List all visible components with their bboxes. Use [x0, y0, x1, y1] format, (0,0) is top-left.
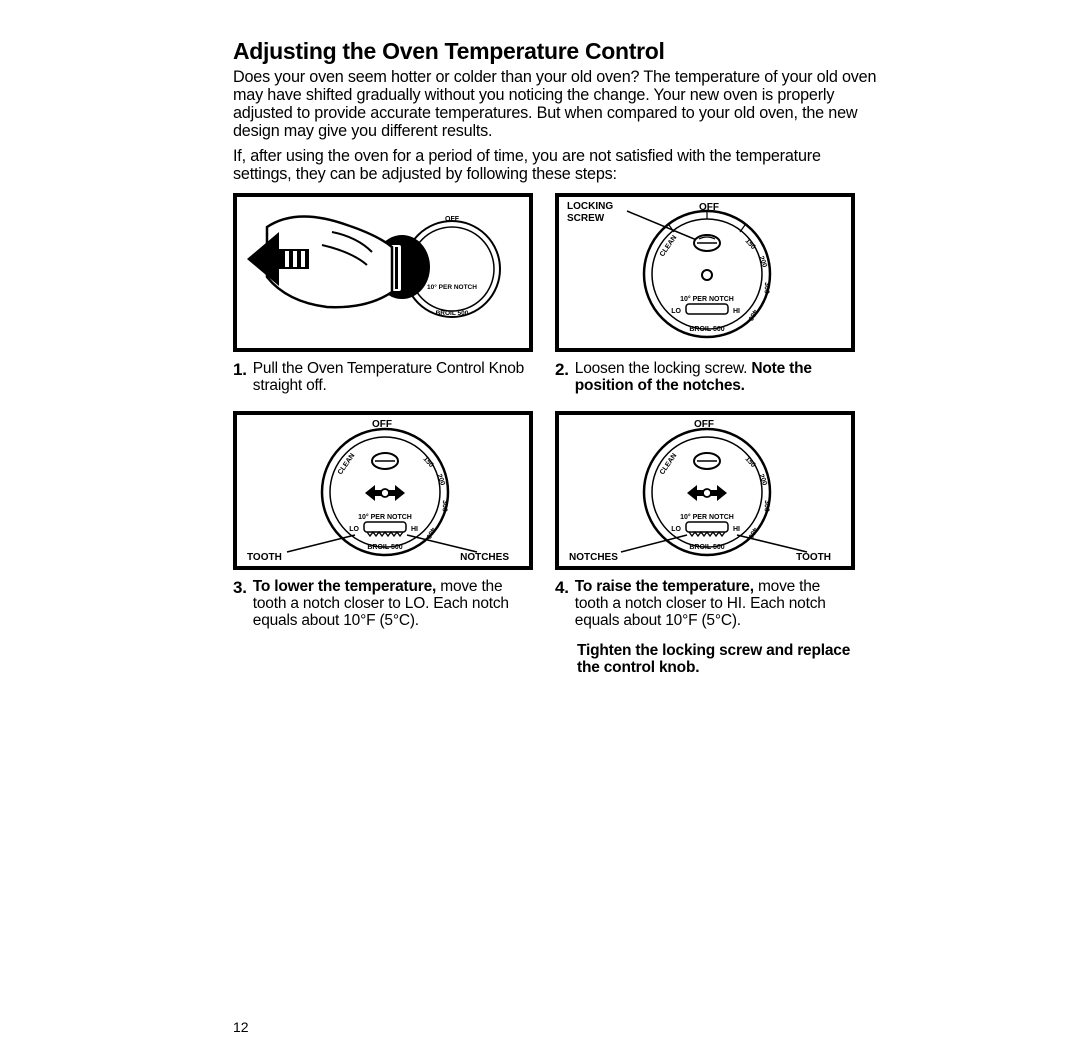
figure-4-raise-temp: OFF NOTCHES TOOTH 10° PER NOTCH LO HI BR… [555, 411, 855, 570]
svg-text:LO: LO [349, 526, 359, 533]
label-tooth-3: TOOTH [247, 552, 282, 563]
step-text-4: To raise the temperature, move the tooth… [575, 578, 855, 630]
figure-1-pull-knob: OFF 10° PER NOTCH BROIL 500 [233, 193, 533, 352]
intro-paragraph-2: If, after using the oven for a period of… [233, 147, 880, 183]
caption-4: 4. To raise the temperature, move the to… [555, 578, 855, 677]
svg-text:OFF: OFF [445, 216, 460, 223]
label-tooth-4: TOOTH [796, 552, 831, 563]
caption-1: 1. Pull the Oven Temperature Control Kno… [233, 360, 533, 395]
caption-2: 2. Loosen the locking screw. Note the po… [555, 360, 855, 395]
figure-3-lower-temp: OFF TOOTH NOTCHES 10° PER NOTCH LO HI BR… [233, 411, 533, 570]
label-notches-4: NOTCHES [569, 552, 618, 563]
svg-text:BROIL 500: BROIL 500 [689, 544, 724, 551]
svg-text:BROIL 500: BROIL 500 [367, 544, 402, 551]
label-off-3: OFF [372, 419, 392, 430]
svg-text:HI: HI [733, 308, 740, 315]
step-text-1: Pull the Oven Temperature Control Knob s… [253, 360, 533, 395]
svg-text:150: 150 [422, 455, 435, 468]
page-title: Adjusting the Oven Temperature Control [233, 38, 880, 65]
page-number: 12 [233, 1019, 249, 1035]
step-number-3: 3. [233, 578, 247, 677]
step-4-final: Tighten the locking screw and replace th… [577, 642, 855, 677]
svg-text:10° PER NOTCH: 10° PER NOTCH [358, 513, 412, 521]
svg-text:CLEAN: CLEAN [337, 452, 357, 476]
svg-text:150: 150 [744, 237, 757, 250]
svg-text:HI: HI [411, 526, 418, 533]
svg-text:HI: HI [733, 526, 740, 533]
svg-text:10° PER NOTCH: 10° PER NOTCH [427, 283, 477, 291]
svg-text:10° PER NOTCH: 10° PER NOTCH [680, 295, 734, 303]
svg-text:LO: LO [671, 308, 681, 315]
intro-paragraph-1: Does your oven seem hotter or colder tha… [233, 68, 880, 141]
step-text-2: Loosen the locking screw. Note the posit… [575, 360, 855, 395]
svg-text:300: 300 [441, 499, 448, 511]
label-notches-3: NOTCHES [460, 552, 509, 563]
step-number-1: 1. [233, 360, 247, 395]
svg-text:300: 300 [763, 282, 770, 294]
step-number-2: 2. [555, 360, 569, 395]
step-number-4: 4. [555, 578, 569, 630]
figure-2-locking-screw: LOCKING SCREW OFF 10° PER NOTCH LO HI BR… [555, 193, 855, 352]
svg-text:150: 150 [744, 455, 757, 468]
step-text-3: To lower the temperature, move the tooth… [253, 578, 533, 677]
svg-text:CLEAN: CLEAN [659, 234, 679, 258]
label-off-4: OFF [694, 419, 714, 430]
label-locking: LOCKING [567, 201, 613, 212]
label-off: OFF [699, 202, 719, 213]
caption-3: 3. To lower the temperature, move the to… [233, 578, 533, 677]
svg-text:BROIL 500: BROIL 500 [689, 326, 724, 333]
svg-text:BROIL 500: BROIL 500 [436, 310, 469, 317]
svg-text:10° PER NOTCH: 10° PER NOTCH [680, 513, 734, 521]
svg-text:CLEAN: CLEAN [659, 452, 679, 476]
label-screw: SCREW [567, 213, 604, 224]
svg-text:LO: LO [671, 526, 681, 533]
svg-text:300: 300 [763, 499, 770, 511]
